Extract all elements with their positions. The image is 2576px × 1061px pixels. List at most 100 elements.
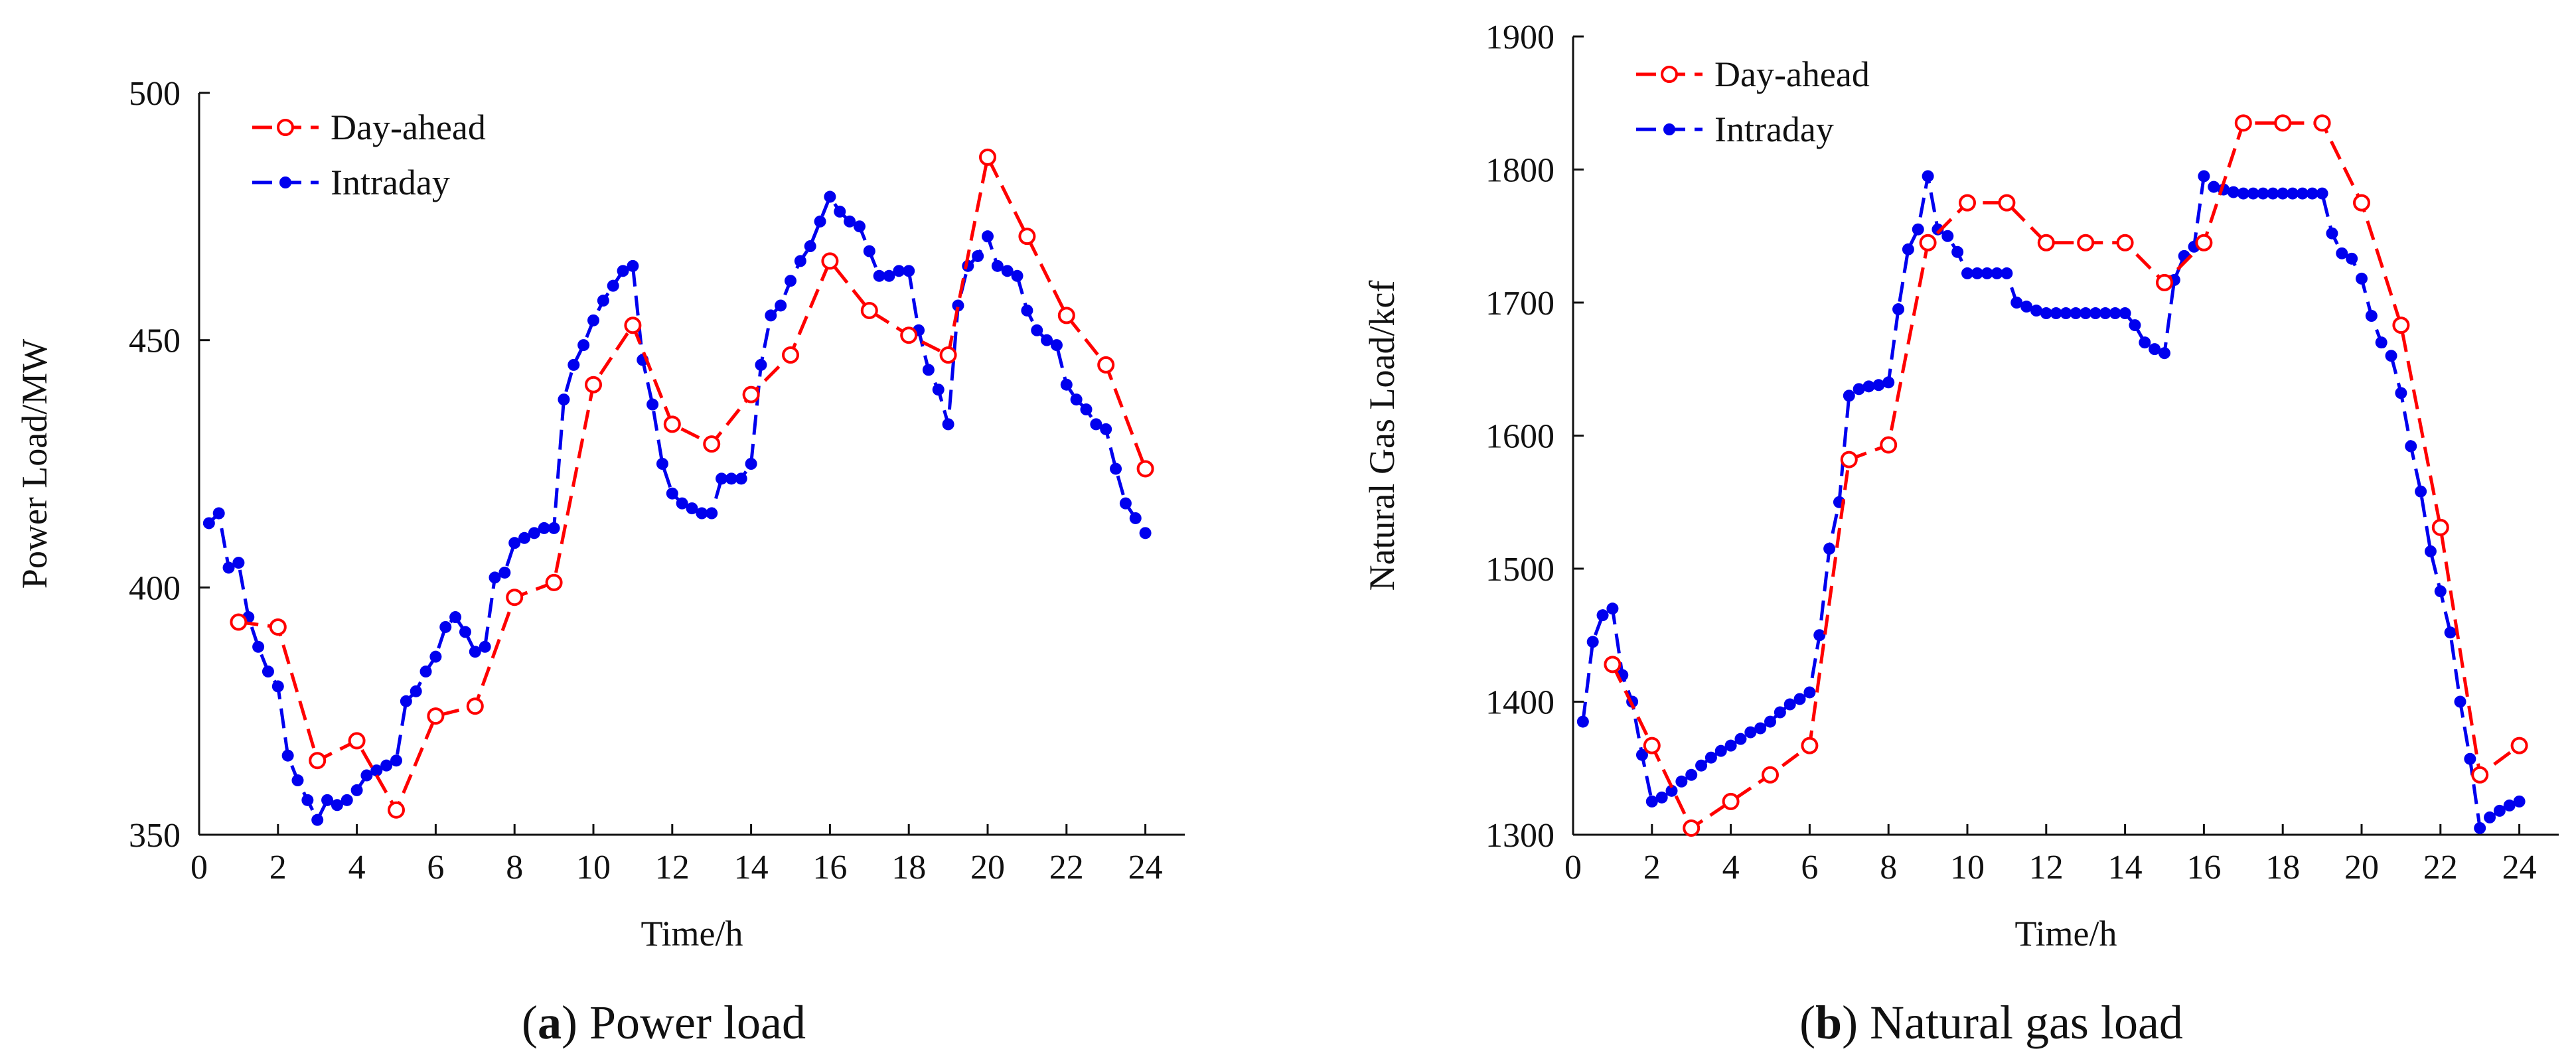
day-ahead-point [860, 301, 878, 319]
x-tick-label: 0 [190, 849, 208, 886]
intraday-point [508, 537, 521, 549]
intraday-point [922, 364, 935, 376]
intraday-point [2296, 187, 2309, 200]
intraday-point [1862, 380, 1875, 393]
intraday-point [2030, 305, 2042, 317]
y-tick-label: 1300 [1485, 817, 1554, 855]
intraday-point [883, 269, 895, 282]
intraday-point [518, 531, 531, 544]
intraday-point [1021, 304, 1033, 317]
y-tick-label: 500 [129, 75, 181, 113]
intraday-point [1932, 223, 1944, 236]
intraday-point [311, 813, 324, 826]
intraday-point [1139, 527, 1152, 539]
intraday-point [1793, 693, 1806, 705]
intraday-point [686, 502, 698, 515]
intraday-point [262, 666, 274, 678]
y-tick-label: 1400 [1485, 684, 1554, 722]
intraday-point [1912, 223, 1924, 236]
intraday-point [2503, 799, 2516, 812]
x-tick-label: 6 [427, 849, 444, 886]
intraday-point [2346, 252, 2358, 265]
intraday-point [932, 384, 945, 396]
intraday-point [222, 561, 235, 574]
intraday-point [400, 695, 412, 707]
intraday-point [2080, 307, 2092, 320]
intraday-point [2493, 804, 2506, 817]
caption-paren-close: ) [562, 996, 589, 1049]
intraday-point [1665, 784, 1678, 797]
day-ahead-point [900, 326, 918, 344]
x-tick-label: 20 [2344, 849, 2379, 886]
intraday-point [1080, 403, 1093, 416]
day-ahead-point [2392, 317, 2410, 334]
day-ahead-point [1722, 792, 1740, 810]
day-ahead-point [427, 707, 445, 725]
intraday-point [952, 299, 964, 312]
intraday-point [2247, 187, 2259, 200]
gas-load-chart: 0 2 4 6 8 10 12 14 16 18 20 22 241300140015001600170… [1362, 19, 2559, 1049]
day-ahead-point [1683, 819, 1701, 837]
x-tick-label: 24 [2502, 849, 2537, 886]
y-tick-label: 1800 [1485, 152, 1554, 190]
intraday-point [1070, 393, 1083, 406]
day-ahead-point [388, 801, 405, 819]
intraday-point [271, 680, 284, 693]
x-tick-label: 8 [1880, 849, 1897, 886]
x-tick-label: 24 [1128, 849, 1163, 886]
caption-paren-close: ) [1842, 996, 1870, 1049]
intraday-point [469, 646, 481, 658]
intraday-point [1744, 726, 1757, 739]
day-ahead-point [2195, 234, 2213, 251]
intraday-point [390, 754, 402, 767]
intraday-point [1031, 324, 1043, 336]
intraday-point [1635, 748, 1648, 761]
y-tick-label: 450 [129, 322, 181, 360]
intraday-point [1645, 795, 1658, 808]
intraday-point [2405, 440, 2417, 453]
legend-item-intraday: Intraday [1636, 109, 1834, 149]
day-ahead-point [2431, 518, 2449, 536]
legend-label: Intraday [1714, 109, 1834, 149]
intraday-point [2227, 186, 2239, 198]
intraday-point [1754, 722, 1767, 735]
x-tick-label: 0 [1564, 849, 1582, 886]
intraday-point [765, 309, 777, 322]
intraday-point [1100, 423, 1112, 435]
x-tick-label: 4 [348, 849, 366, 886]
intraday-point [2484, 811, 2496, 823]
intraday-point [1981, 267, 1993, 279]
day-ahead-point [703, 435, 721, 453]
intraday-point [2237, 187, 2249, 200]
intraday-point [2434, 585, 2447, 598]
intraday-point [863, 245, 875, 257]
day-ahead-point [309, 752, 327, 770]
intraday-point [2099, 307, 2111, 320]
intraday-point [2257, 187, 2269, 200]
day-ahead-point [1880, 436, 1898, 454]
intraday-point [2375, 336, 2387, 349]
intraday-point [1110, 462, 1122, 475]
intraday-point [459, 626, 471, 638]
intraday-point [873, 269, 885, 282]
intraday-point [2474, 821, 2486, 834]
intraday-point [2287, 187, 2299, 200]
intraday-point [360, 769, 373, 782]
day-ahead-point [2156, 273, 2173, 291]
intraday-point [479, 640, 491, 653]
x-tick-label: 22 [1049, 849, 1084, 886]
intraday-point [2424, 545, 2437, 557]
intraday-point [1119, 497, 1132, 510]
intraday-point [1823, 542, 1836, 555]
intraday-point [853, 220, 866, 233]
intraday-point [745, 458, 757, 470]
intraday-point [755, 358, 767, 371]
legend-label: Day-ahead [331, 107, 486, 147]
intraday-point [1783, 698, 1796, 711]
intraday-point [528, 527, 540, 539]
intraday-point [370, 764, 383, 777]
intraday-point [1843, 389, 1855, 402]
intraday-point [321, 794, 334, 806]
intraday-point [1902, 243, 1914, 255]
